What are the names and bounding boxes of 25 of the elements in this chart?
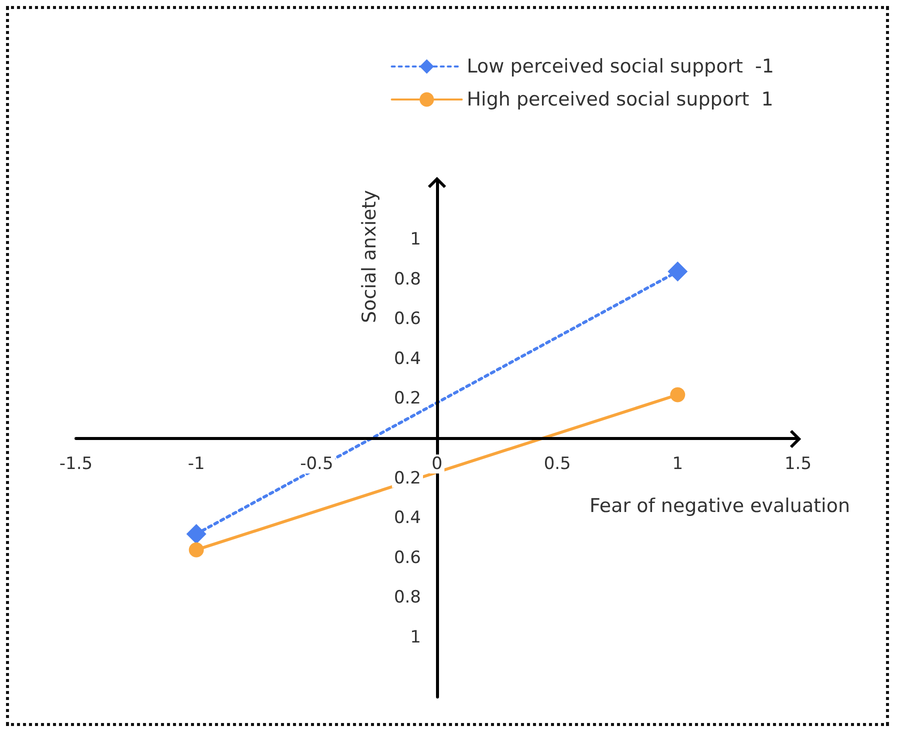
y-tick-label: 1 — [410, 627, 421, 648]
y-tick-label: 0.4 — [394, 508, 421, 528]
y-tick-label: 1 — [410, 230, 421, 250]
y-tick-label: 0.6 — [394, 548, 421, 568]
y-tick-label: 0.2 — [394, 388, 421, 409]
y-tick-label: 0.8 — [394, 269, 421, 290]
x-tick-label: 0.5 — [544, 454, 571, 474]
y-axis-title: Social anxiety — [358, 190, 380, 323]
y-tick-label: 0.6 — [394, 309, 421, 330]
point — [670, 387, 686, 402]
x-tick-label: -1 — [188, 454, 205, 474]
x-tick-label: 0 — [432, 454, 442, 474]
legend-label: Low perceived social support -1 — [466, 56, 774, 78]
x-axis-title: Fear of negative evaluation — [590, 495, 850, 517]
x-tick-label: -0.5 — [300, 454, 334, 474]
x-tick-label: 1.5 — [784, 454, 812, 474]
y-tick-label: 0.4 — [394, 348, 421, 369]
legend-label: High perceived social support 1 — [466, 88, 774, 110]
x-tick-label: 1 — [672, 454, 684, 474]
point — [186, 524, 206, 544]
point — [188, 542, 204, 558]
y-tick-label: 0.2 — [394, 468, 421, 488]
y-tick-label: 0.8 — [394, 588, 421, 608]
x-tick-label: -1.5 — [59, 454, 93, 474]
point — [668, 261, 688, 282]
